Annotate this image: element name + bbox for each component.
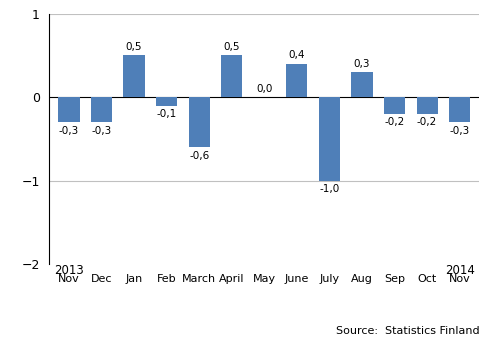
Bar — [384, 97, 405, 114]
Text: -0,3: -0,3 — [450, 126, 470, 136]
Bar — [351, 72, 372, 97]
Text: 0,5: 0,5 — [126, 42, 142, 52]
Text: 0,5: 0,5 — [223, 42, 240, 52]
Bar — [58, 97, 80, 122]
Text: 2013: 2013 — [54, 264, 84, 277]
Bar — [156, 97, 177, 105]
Text: -1,0: -1,0 — [319, 184, 339, 194]
Text: -0,2: -0,2 — [417, 117, 437, 127]
Bar — [189, 97, 210, 147]
Bar — [221, 55, 243, 97]
Text: 0,3: 0,3 — [354, 59, 370, 69]
Bar — [416, 97, 438, 114]
Text: -0,1: -0,1 — [157, 109, 177, 119]
Bar — [91, 97, 112, 122]
Text: 0,4: 0,4 — [288, 51, 305, 60]
Text: -0,3: -0,3 — [91, 126, 112, 136]
Text: 0,0: 0,0 — [256, 84, 273, 94]
Bar — [319, 97, 340, 181]
Bar — [124, 55, 145, 97]
Text: Source:  Statistics Finland: Source: Statistics Finland — [335, 326, 479, 336]
Bar — [449, 97, 470, 122]
Text: -0,6: -0,6 — [189, 151, 209, 161]
Text: -0,3: -0,3 — [59, 126, 79, 136]
Text: -0,2: -0,2 — [384, 117, 405, 127]
Bar — [286, 64, 307, 97]
Text: 2014: 2014 — [445, 264, 475, 277]
